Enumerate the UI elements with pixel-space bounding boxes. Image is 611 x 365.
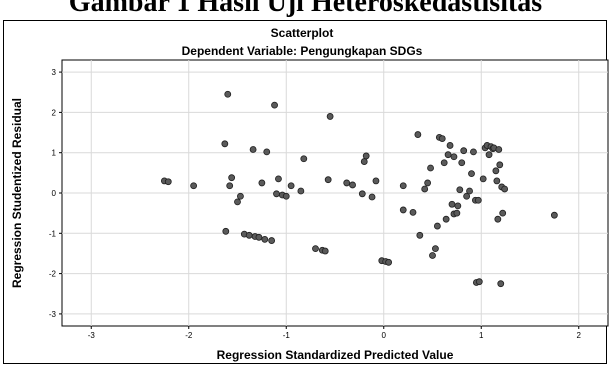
data-point: [246, 232, 252, 238]
data-point: [445, 152, 451, 158]
data-point: [459, 160, 465, 166]
y-tick-label: 2: [52, 108, 57, 117]
data-point: [223, 228, 229, 234]
data-point: [430, 252, 436, 258]
x-axis-label: Regression Standardized Predicted Value: [217, 348, 454, 362]
data-point: [451, 154, 457, 160]
data-point: [165, 179, 171, 185]
y-tick-label: 0: [52, 189, 57, 198]
data-point: [301, 156, 307, 162]
data-point: [222, 141, 228, 147]
data-point: [497, 162, 503, 168]
data-point: [439, 136, 445, 142]
y-tick-label: 1: [52, 149, 57, 158]
data-point: [494, 178, 500, 184]
data-point: [259, 180, 265, 186]
data-point: [495, 216, 501, 222]
data-point: [225, 91, 231, 97]
x-tick-label: -1: [283, 331, 291, 340]
y-axis-label: Regression Studentized Residual: [10, 98, 24, 288]
x-tick-label: 2: [577, 331, 582, 340]
data-point: [325, 177, 331, 183]
data-point: [262, 236, 268, 242]
data-point: [470, 149, 476, 155]
data-point: [272, 102, 278, 108]
data-point: [467, 188, 473, 194]
data-point: [237, 193, 243, 199]
data-point: [400, 207, 406, 213]
y-tick-label: -2: [49, 270, 57, 279]
data-point: [434, 223, 440, 229]
data-point: [269, 238, 275, 244]
data-point: [327, 113, 333, 119]
y-tick-label: 3: [52, 68, 57, 77]
data-point: [441, 160, 447, 166]
y-tick-label: -3: [49, 310, 57, 319]
x-tick-label: 1: [479, 331, 484, 340]
data-point: [417, 232, 423, 238]
data-point: [363, 153, 369, 159]
data-point: [469, 171, 475, 177]
data-point: [551, 212, 557, 218]
data-point: [447, 142, 453, 148]
data-point: [455, 203, 461, 209]
data-point: [461, 148, 467, 154]
data-point: [500, 210, 506, 216]
data-point: [350, 182, 356, 188]
data-point: [432, 246, 438, 252]
data-point: [274, 191, 280, 197]
data-point: [264, 149, 270, 155]
data-point: [415, 132, 421, 138]
x-tick-label: -2: [185, 331, 193, 340]
data-point: [322, 248, 328, 254]
data-point: [235, 199, 241, 205]
chart-title: Scatterplot: [271, 26, 334, 40]
data-point: [457, 187, 463, 193]
data-point: [283, 193, 289, 199]
data-point: [359, 191, 365, 197]
data-point: [344, 180, 350, 186]
x-tick-label: -3: [88, 331, 96, 340]
data-point: [449, 201, 455, 207]
data-point: [191, 183, 197, 189]
data-point: [454, 210, 460, 216]
data-point: [486, 152, 492, 158]
data-point: [425, 180, 431, 186]
data-point: [400, 183, 406, 189]
data-point: [422, 186, 428, 192]
chart-subtitle: Dependent Variable: Pengungkapan SDGs: [182, 44, 423, 58]
data-point: [298, 188, 304, 194]
data-point: [256, 234, 262, 240]
data-point: [428, 165, 434, 171]
data-point: [227, 183, 233, 189]
data-point: [369, 194, 375, 200]
data-point: [361, 159, 367, 165]
data-point: [502, 186, 508, 192]
data-point: [498, 281, 504, 287]
data-point: [288, 183, 294, 189]
data-point: [373, 178, 379, 184]
data-point: [496, 146, 502, 152]
data-point: [410, 209, 416, 215]
data-point: [493, 168, 499, 174]
data-point: [229, 175, 235, 181]
data-point: [275, 176, 281, 182]
data-point: [475, 197, 481, 203]
data-point: [480, 176, 486, 182]
data-point: [476, 279, 482, 285]
x-tick-label: 0: [382, 331, 387, 340]
y-tick-label: -1: [49, 229, 57, 238]
data-point: [443, 216, 449, 222]
data-point: [386, 259, 392, 265]
data-point: [250, 146, 256, 152]
data-point: [313, 246, 319, 252]
